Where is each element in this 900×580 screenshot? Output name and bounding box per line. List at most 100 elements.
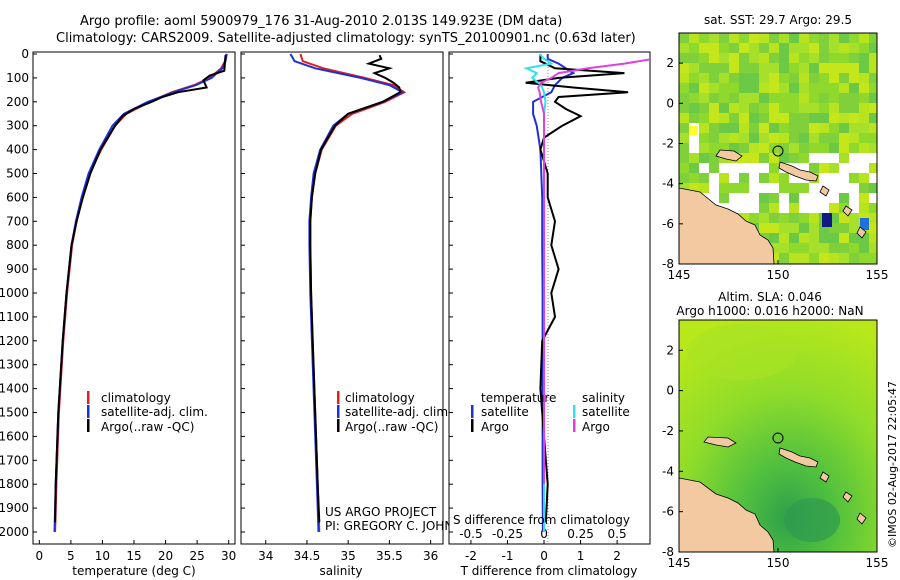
legend-swatch-t-sat bbox=[471, 405, 474, 418]
sst-cell bbox=[719, 73, 729, 83]
sst-cell bbox=[759, 163, 769, 173]
temperature-xlabel: temperature (deg C) bbox=[72, 564, 195, 578]
sst-cell bbox=[849, 183, 859, 193]
sst-cell bbox=[709, 93, 719, 103]
sst-cell bbox=[829, 173, 839, 183]
sst-cell bbox=[769, 63, 779, 73]
legend-argo-s: Argo(..raw -QC) bbox=[345, 420, 438, 434]
sst-cell bbox=[789, 113, 799, 123]
sst-cell bbox=[679, 33, 689, 43]
sla-map-panel: Altim. SLA: 0.046 Argo h1000: 0.016 h200… bbox=[662, 290, 888, 570]
legend-swatch-climatology bbox=[87, 391, 90, 404]
sst-cell bbox=[739, 33, 749, 43]
sst-cell bbox=[709, 103, 719, 113]
sst-cell bbox=[869, 123, 877, 133]
series-argo-raw-qc- bbox=[309, 54, 402, 523]
sst-coast-islands bbox=[819, 185, 867, 239]
sst-cell bbox=[859, 53, 869, 63]
x-tick-label: 25 bbox=[189, 549, 204, 563]
legend-s-satellite: satellite bbox=[582, 405, 630, 419]
sst-cell bbox=[729, 173, 739, 183]
sst-cell bbox=[689, 153, 699, 163]
sst-cell bbox=[779, 153, 789, 163]
sst-cell bbox=[679, 93, 689, 103]
x-tick-label: 34 bbox=[258, 549, 273, 563]
sla-map-ticks: 145 150 155 2 0 -2 -4 -6 -8 bbox=[662, 343, 888, 570]
sst-cell bbox=[789, 143, 799, 153]
sst-cell bbox=[769, 163, 779, 173]
temperature-panel: 0100200300400500600700800900100011001200… bbox=[0, 47, 236, 578]
sst-cell bbox=[759, 123, 769, 133]
sst-cell bbox=[769, 183, 779, 193]
sst-cell bbox=[869, 113, 877, 123]
sst-cell bbox=[739, 103, 749, 113]
lon-tick-label: 155 bbox=[866, 556, 889, 570]
temperature-tick-labels: 0 5 10 15 20 25 30 bbox=[35, 540, 236, 563]
sla-coast-new-britain bbox=[778, 447, 819, 468]
sst-cell bbox=[769, 83, 779, 93]
sst-cell bbox=[769, 173, 779, 183]
sst-cell bbox=[779, 33, 789, 43]
sst-cell bbox=[719, 103, 729, 113]
s-diff-tick-label: 0.5 bbox=[608, 527, 627, 541]
sst-cell bbox=[829, 253, 839, 263]
sst-cell bbox=[739, 163, 749, 173]
depth-tick-label: 1400 bbox=[0, 382, 29, 396]
sst-cell bbox=[689, 113, 699, 123]
sst-cell bbox=[739, 183, 749, 193]
sst-cell bbox=[849, 63, 859, 73]
sst-cell bbox=[829, 83, 839, 93]
legend-swatch-t-argo bbox=[471, 419, 474, 432]
sst-cell bbox=[799, 163, 809, 173]
sst-cell bbox=[689, 93, 699, 103]
sst-cell bbox=[859, 63, 869, 73]
sst-cell bbox=[839, 193, 849, 203]
sst-cell bbox=[869, 173, 877, 183]
sst-cell bbox=[729, 33, 739, 43]
sst-cell bbox=[839, 153, 849, 163]
sst-cell bbox=[689, 103, 699, 113]
sst-cell bbox=[809, 63, 819, 73]
sst-cell bbox=[829, 123, 839, 133]
sst-cell bbox=[869, 253, 877, 263]
sst-cell bbox=[729, 163, 739, 173]
sst-cell bbox=[829, 113, 839, 123]
sst-cell bbox=[729, 183, 739, 193]
sst-cell bbox=[729, 203, 739, 213]
sst-cell bbox=[799, 243, 809, 253]
sst-cell bbox=[759, 213, 769, 223]
sst-cell bbox=[679, 143, 689, 153]
sst-cell bbox=[679, 123, 689, 133]
sst-cell bbox=[849, 253, 859, 263]
sst-cell bbox=[739, 143, 749, 153]
sst-cell bbox=[819, 163, 829, 173]
sst-cell bbox=[779, 203, 789, 213]
sst-cell bbox=[809, 163, 819, 173]
sst-cell bbox=[769, 93, 779, 103]
sst-cell bbox=[859, 253, 869, 263]
sst-cell bbox=[739, 113, 749, 123]
sst-cell bbox=[739, 93, 749, 103]
sst-cell bbox=[739, 43, 749, 53]
sst-cell bbox=[869, 133, 877, 143]
sst-cell bbox=[859, 103, 869, 113]
sst-cell bbox=[789, 83, 799, 93]
s-diff-tick-label: -0.25 bbox=[492, 527, 523, 541]
sst-cell bbox=[809, 73, 819, 83]
sst-cell bbox=[819, 53, 829, 63]
sst-cell bbox=[789, 103, 799, 113]
sst-cell bbox=[789, 213, 799, 223]
sst-cell bbox=[769, 103, 779, 113]
sst-cell bbox=[769, 233, 779, 243]
sst-cell bbox=[719, 43, 729, 53]
sst-cell bbox=[679, 53, 689, 63]
sst-cell bbox=[839, 123, 849, 133]
sst-cell bbox=[819, 103, 829, 113]
sst-cell bbox=[809, 213, 819, 223]
sst-cell bbox=[689, 53, 699, 63]
sst-cell bbox=[809, 133, 819, 143]
project-pi: PI: GREGORY C. JOHNSON bbox=[325, 519, 479, 533]
sst-cell bbox=[679, 43, 689, 53]
sst-cell bbox=[799, 63, 809, 73]
sst-cell bbox=[699, 93, 709, 103]
